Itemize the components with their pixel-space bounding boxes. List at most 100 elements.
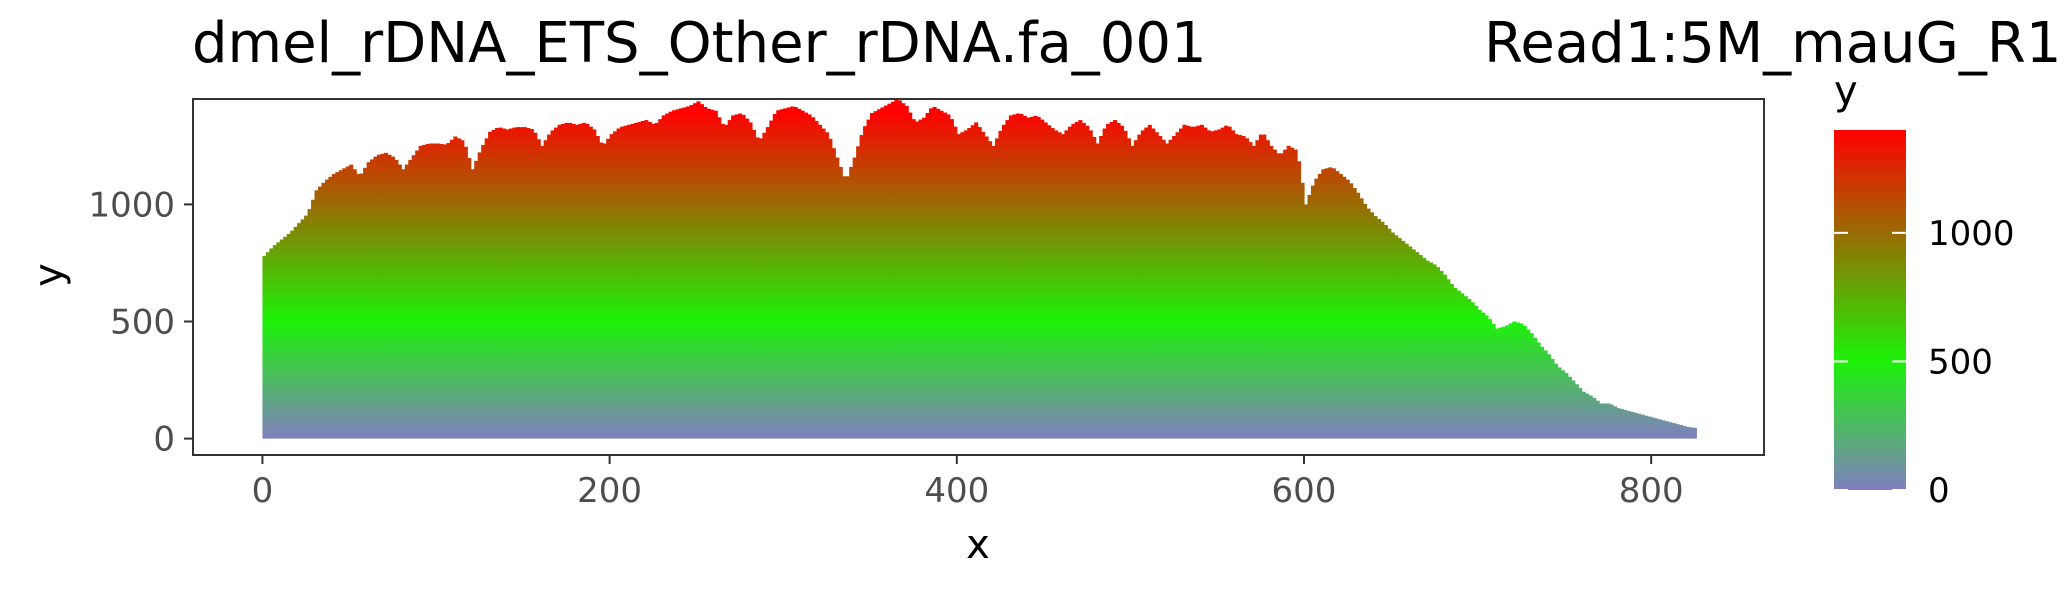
bar [536,139,541,439]
bar [418,145,423,439]
y-axis: 0 500 1000 [88,185,193,460]
bar [1144,127,1149,439]
bar [501,128,507,439]
bar [845,176,850,439]
bar [1012,114,1017,439]
bar [1512,321,1517,439]
bar [1029,116,1034,439]
bar [876,109,882,439]
bar [668,111,673,439]
bar [1286,145,1291,439]
bar [1356,192,1361,439]
bar [849,166,854,439]
bar [286,233,291,439]
bar [1376,218,1381,439]
bar [383,152,389,439]
y-tick-label: 0 [153,420,175,460]
legend-tick-label: 500 [1928,342,1993,382]
bar [1085,125,1090,439]
bar [1099,136,1104,439]
bar [786,107,791,439]
bar [1442,274,1447,439]
bar [1272,149,1277,439]
bar [1008,115,1013,439]
bar [574,124,579,439]
bar [1411,249,1416,439]
bar [1505,325,1510,439]
bar [293,226,298,439]
bar [279,239,284,439]
bar [1140,130,1145,439]
bar [1314,178,1319,439]
bar [703,106,708,439]
bar [685,106,691,439]
bar [1415,252,1420,439]
bar [370,159,375,439]
bar [453,136,458,439]
bar [588,126,593,439]
bar [870,113,875,439]
bar [1064,130,1069,439]
bar [1262,134,1267,439]
bar [640,121,645,439]
bar [1484,315,1489,439]
bar [772,113,777,439]
bar [307,209,312,439]
bar [498,127,503,439]
bar [304,215,309,439]
bar [908,112,913,439]
bar [779,109,784,439]
bar [1581,391,1586,439]
bar [873,111,878,439]
legend-title: y [1834,68,1858,114]
bar [1185,125,1191,439]
bar [1168,139,1173,439]
bar [495,128,500,439]
bar [1283,149,1288,439]
bar [1630,411,1635,439]
bar [1054,130,1059,439]
bar [1463,296,1468,439]
bar [734,114,739,439]
bar [658,119,663,439]
bar [1654,418,1659,439]
bar [609,134,614,439]
bar [512,127,517,439]
bar [866,119,871,439]
bar [1158,136,1163,439]
bar [401,169,406,439]
bar [1387,228,1392,439]
bar [1487,319,1493,439]
bar [1060,134,1066,439]
bar [1119,125,1125,439]
bar [404,164,409,439]
bar [467,158,472,439]
bar [1481,312,1486,439]
bar [790,106,795,439]
bar [1661,420,1666,439]
bar [408,159,413,439]
bar [1147,124,1152,439]
bar [592,129,597,439]
bar [672,110,677,439]
bar [738,113,743,439]
bar [981,131,986,439]
bar [727,120,732,439]
bar [887,103,892,439]
bar [824,132,829,439]
bar [762,132,767,439]
bar [1088,130,1093,439]
bar [665,113,670,439]
bar [883,105,888,439]
bar [439,143,444,439]
bar [1678,425,1684,439]
bar [1175,132,1180,439]
bar [1529,333,1534,439]
bar [1612,406,1618,439]
bar [1422,257,1427,439]
bar [974,122,979,439]
bar [1675,424,1680,439]
bar [1533,337,1538,439]
bar [1658,419,1663,439]
bar [1408,246,1413,439]
